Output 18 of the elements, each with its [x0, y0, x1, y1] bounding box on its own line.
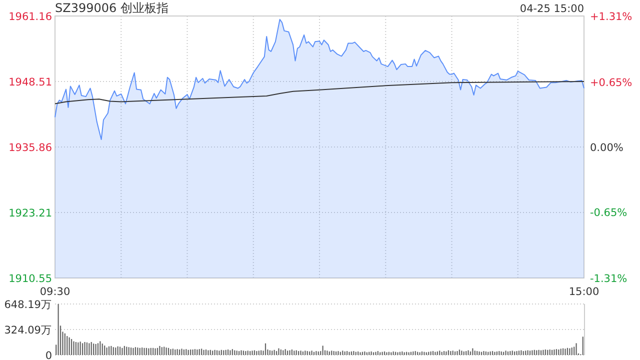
y2-tick-label: 0.00%	[590, 142, 624, 154]
y-tick-label: 0	[45, 350, 52, 360]
x-tick-label: 15:00	[568, 286, 600, 298]
chart-title: SZ399006 创业板指	[55, 1, 168, 15]
line-series	[54, 81, 584, 104]
y2-tick-label: -0.65%	[590, 207, 628, 219]
y-tick-label: 324.09万	[4, 324, 52, 336]
y-tick-label: 648.19万	[4, 299, 52, 311]
x-tick-label: 09:30	[40, 286, 70, 298]
y-tick-label: 1923.21	[8, 207, 52, 220]
y2-tick-label: -1.31%	[590, 273, 628, 285]
y2-tick-label: +1.31%	[590, 11, 632, 23]
y-tick-label: 1935.86	[8, 142, 52, 154]
y-tick-label: 1961.16	[8, 11, 52, 23]
y2-tick-label: +0.65%	[590, 77, 632, 89]
y-tick-label: 1910.55	[8, 273, 52, 285]
y-tick-label: 1948.51	[8, 76, 52, 88]
chart-subtitle: 04-25 15:00	[520, 3, 584, 15]
